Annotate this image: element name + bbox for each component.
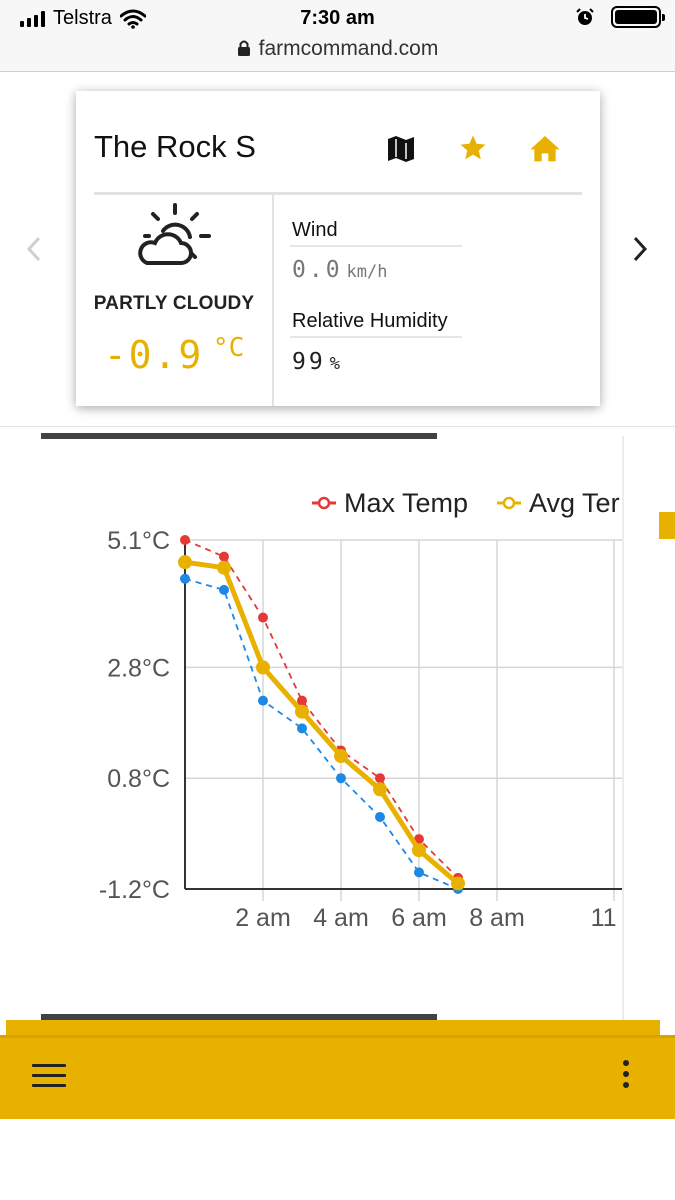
chart-scroll-indicator-bottom[interactable] xyxy=(41,1014,437,1020)
wind-underline xyxy=(290,245,462,247)
legend-label[interactable]: Avg Ter xyxy=(529,488,620,518)
chart-labels: 5.1°C 2.8°C 0.8°C -1.2°C 2 am 4 am 6 am 8 am 11 … xyxy=(99,527,622,932)
wind-unit: km/h xyxy=(346,262,388,282)
data-point[interactable] xyxy=(219,584,229,595)
x-tick-label: 8 am xyxy=(469,904,525,932)
wind-value: 0.0 km/h xyxy=(292,257,388,283)
temperature-value: -0.9 xyxy=(103,333,204,377)
map-icon[interactable] xyxy=(386,133,416,163)
humidity-label: Relative Humidity xyxy=(292,310,448,332)
data-point[interactable] xyxy=(295,704,309,719)
data-point[interactable] xyxy=(297,695,307,706)
x-tick-label: 4 am xyxy=(313,904,369,932)
hamburger-menu-icon[interactable] xyxy=(32,1064,66,1090)
toolbar-top-edge xyxy=(6,1020,660,1038)
y-tick-label: -1.2°C xyxy=(99,876,170,904)
temperature-unit: °C xyxy=(212,333,245,363)
home-icon[interactable] xyxy=(529,133,561,163)
data-point[interactable] xyxy=(180,573,190,584)
partly-cloudy-icon xyxy=(138,203,211,265)
data-point[interactable] xyxy=(217,560,231,575)
data-point[interactable] xyxy=(414,834,424,845)
clock: 7:30 am xyxy=(300,7,375,29)
signal-strength-icon xyxy=(20,10,45,27)
wifi-icon xyxy=(119,9,146,29)
legend-swatch-marker xyxy=(317,496,331,510)
data-point[interactable] xyxy=(412,843,426,858)
humidity-value: 99% xyxy=(292,349,340,375)
battery-icon xyxy=(611,6,665,28)
url-text: farmcommand.com xyxy=(258,37,439,60)
data-point[interactable] xyxy=(256,660,270,675)
chart-panel xyxy=(0,427,675,1037)
series-line-avg-ter xyxy=(184,559,460,886)
data-point[interactable] xyxy=(178,555,192,570)
series-line-min xyxy=(184,577,459,890)
side-tab[interactable] xyxy=(659,512,675,539)
chart-series xyxy=(178,535,465,894)
alarm-icon xyxy=(576,8,594,25)
x-tick-label: 11 a xyxy=(591,904,622,932)
series-line-max-temp xyxy=(184,539,459,879)
data-point[interactable] xyxy=(258,612,268,623)
card-column-divider xyxy=(272,195,274,406)
legend-swatch-marker xyxy=(502,496,516,510)
temperature-chart: 5.1°C 2.8°C 0.8°C -1.2°C 2 am 4 am 6 am 8 am 11 … xyxy=(99,488,622,932)
y-tick-label: 2.8°C xyxy=(107,654,170,682)
y-tick-label: 0.8°C xyxy=(107,765,170,793)
data-point[interactable] xyxy=(219,551,229,562)
data-point[interactable] xyxy=(375,773,385,784)
legend-label[interactable]: Max Temp xyxy=(344,488,468,518)
data-point[interactable] xyxy=(180,535,190,545)
wind-label: Wind xyxy=(292,219,338,241)
humidity-underline xyxy=(290,336,462,338)
more-options-icon[interactable] xyxy=(620,1060,632,1094)
chart-grid xyxy=(184,539,622,901)
lock-icon xyxy=(237,40,250,56)
next-arrow-icon[interactable] xyxy=(630,232,650,266)
status-bar: Telstra 7:30 am xyxy=(0,0,675,36)
wind-number: 0.0 xyxy=(292,257,343,283)
chart-panel-edge xyxy=(622,436,624,1026)
chart-scroll-indicator-top[interactable] xyxy=(41,433,437,439)
x-tick-label: 2 am xyxy=(235,904,291,932)
data-point[interactable] xyxy=(297,723,307,734)
data-point[interactable] xyxy=(414,867,424,878)
weather-condition: PARTLY CLOUDY xyxy=(93,293,255,314)
star-icon[interactable] xyxy=(458,133,488,163)
bottom-toolbar xyxy=(0,1035,675,1119)
station-name: The Rock S xyxy=(94,129,256,164)
previous-arrow-icon[interactable] xyxy=(24,232,44,266)
data-point[interactable] xyxy=(375,811,385,822)
data-point[interactable] xyxy=(334,749,348,764)
data-point[interactable] xyxy=(336,773,346,784)
section-divider xyxy=(0,426,675,427)
data-point[interactable] xyxy=(258,695,268,706)
current-temperature: -0.9 °C xyxy=(76,333,272,377)
card-divider xyxy=(94,192,582,195)
y-tick-label: 5.1°C xyxy=(107,527,170,555)
address-bar[interactable]: farmcommand.com xyxy=(0,36,675,72)
weather-card: The Rock S PARTLY CLOUDY -0.9 °C Wind 0.… xyxy=(76,91,600,406)
humidity-number: 99 xyxy=(292,349,326,375)
page-bottom xyxy=(0,1119,675,1200)
data-point[interactable] xyxy=(451,876,465,891)
data-point[interactable] xyxy=(373,782,387,797)
carrier-info: Telstra xyxy=(20,7,146,30)
x-tick-label: 6 am xyxy=(391,904,447,932)
humidity-unit: % xyxy=(329,354,340,374)
carrier-name: Telstra xyxy=(53,7,112,29)
chart-legend: Max Temp Avg Ter xyxy=(312,488,620,518)
